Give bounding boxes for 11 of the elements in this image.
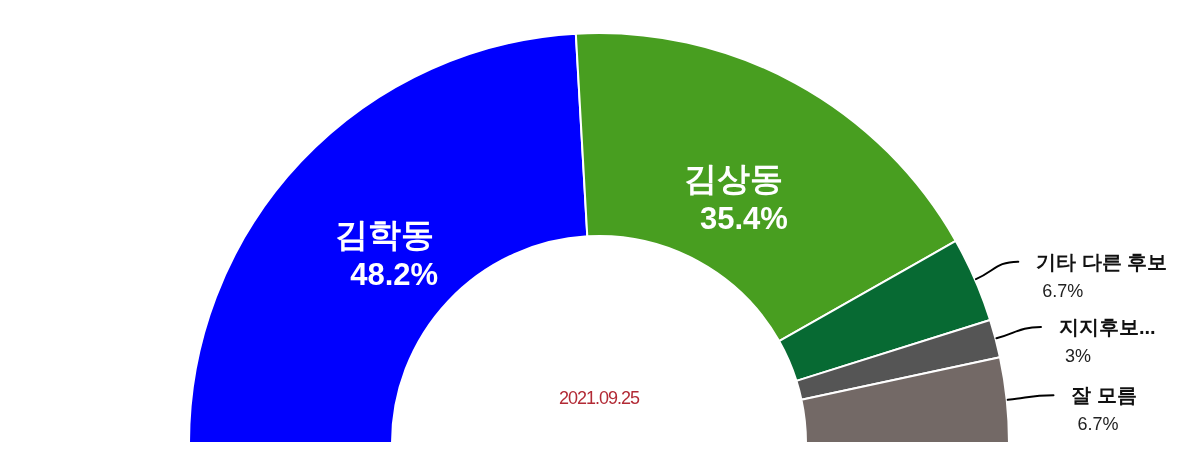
slice-label: 기타 다른 후보 bbox=[1036, 250, 1168, 273]
data-label: 3% bbox=[1064, 346, 1091, 367]
data-label: 6.7% bbox=[1077, 414, 1119, 435]
data-label: 48.2% bbox=[350, 256, 439, 292]
slice-label: 잘 모름 bbox=[1071, 384, 1138, 407]
slice-label: 김학동 bbox=[334, 215, 434, 253]
annotation: 2021.09.25 bbox=[558, 388, 640, 408]
slice-label: 지지후보... bbox=[1058, 316, 1156, 339]
data-label: 35.4% bbox=[699, 201, 788, 237]
data-label: 6.7% bbox=[1042, 280, 1084, 301]
slice-label: 김상동 bbox=[684, 160, 784, 198]
